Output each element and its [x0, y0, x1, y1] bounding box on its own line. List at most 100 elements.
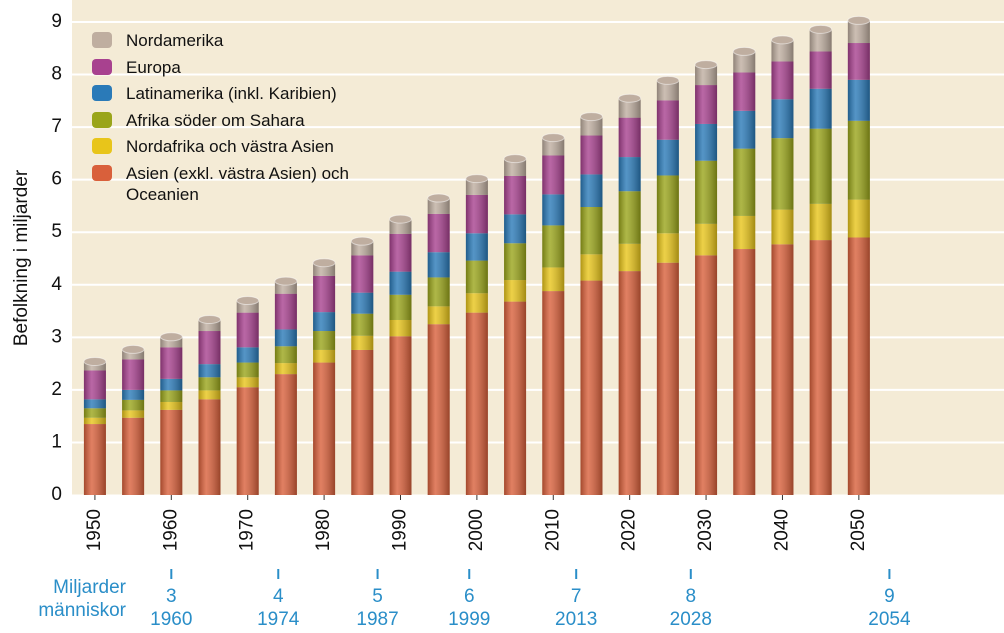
bar-shading [389, 219, 412, 496]
x-tick-label: 1950 [84, 509, 105, 551]
bar-cap [732, 46, 756, 56]
legend-item: Europa [92, 57, 382, 78]
bar-cap [83, 357, 107, 367]
milestone-label: Miljarder människor [38, 577, 126, 621]
milestone-year: 2028 [670, 609, 712, 630]
legend-label: Nordamerika [126, 31, 224, 50]
y-tick-label: 9 [51, 11, 62, 32]
bar-shading [465, 178, 488, 496]
y-tick-label: 0 [51, 484, 62, 505]
bar-cap [121, 344, 145, 354]
milestone-year: 1960 [150, 609, 192, 630]
bar-shading [83, 361, 106, 495]
bar-shading [427, 198, 450, 496]
legend-label: Latinamerika (inkl. Karibien) [126, 84, 337, 103]
legend-swatch [92, 58, 112, 75]
bar-shading [809, 29, 832, 495]
bar-cap [656, 75, 680, 85]
bar-cap [427, 193, 451, 203]
bar-shading [504, 158, 527, 495]
y-axis-label: Befolkning i miljarder [11, 169, 32, 346]
bar-shading [847, 20, 870, 495]
milestone-year: 2054 [868, 609, 911, 630]
milestone-year: 1999 [448, 609, 490, 630]
milestone-value: 6 [464, 586, 475, 607]
milestone-year: 1987 [356, 609, 398, 630]
legend-swatch [92, 138, 112, 154]
milestone-value: 3 [166, 586, 177, 607]
y-tick-label: 6 [51, 169, 62, 190]
x-tick-label: 2050 [848, 509, 869, 551]
bar-cap [274, 276, 298, 286]
milestone-year: 1974 [257, 609, 300, 630]
legend-item: Afrika söder om Sahara [92, 110, 382, 131]
bar-shading [695, 64, 718, 495]
bar-shading [733, 51, 756, 495]
y-tick-label: 3 [51, 326, 62, 347]
bar-shading [771, 39, 794, 495]
legend-item: Nordafrika och västra Asien [92, 136, 382, 157]
bar-shading [618, 98, 641, 495]
bar-cap [809, 24, 833, 34]
y-tick-label: 2 [51, 379, 62, 400]
legend-swatch [92, 85, 112, 101]
bar-cap [350, 236, 374, 246]
x-tick-label: 1970 [237, 509, 258, 551]
y-tick-label: 1 [51, 431, 62, 452]
bar-shading [198, 319, 221, 495]
legend-swatch [92, 32, 112, 48]
x-tick-label: 2020 [619, 509, 640, 551]
bar-cap [579, 112, 603, 122]
bar-shading [351, 241, 374, 495]
legend-label: Asien (exkl. västra Asien) och Oceanien [126, 163, 349, 204]
legend: Nordamerika Europa Latinamerika (inkl. Kar… [92, 30, 382, 210]
bar-shading [656, 80, 679, 495]
bar-cap [694, 60, 718, 70]
bar-cap [312, 258, 336, 268]
y-tick-label: 8 [51, 64, 62, 85]
bar-cap [465, 174, 489, 184]
legend-swatch [92, 111, 112, 128]
legend-swatch [92, 164, 112, 181]
x-tick-label: 1980 [313, 509, 334, 551]
bar-cap [159, 332, 183, 342]
milestone-value: 7 [571, 586, 582, 607]
x-tick-label: 1990 [390, 509, 411, 551]
bar-cap [236, 296, 260, 306]
legend-label: Nordafrika och västra Asien [126, 137, 334, 156]
x-tick-label: 2010 [542, 509, 563, 551]
y-tick-label: 7 [51, 116, 62, 137]
bar-shading [580, 116, 603, 495]
x-tick-label: 2040 [771, 509, 792, 551]
milestone-value: 5 [372, 586, 383, 607]
bar-shading [542, 137, 565, 495]
bar-shading [236, 300, 259, 495]
y-tick-label: 5 [51, 221, 62, 242]
bar-shading [274, 281, 297, 495]
x-tick-label: 2000 [466, 509, 487, 551]
legend-label: Afrika söder om Sahara [126, 110, 305, 130]
legend-item: Nordamerika [92, 30, 382, 51]
bar-cap [541, 133, 565, 143]
bar-shading [160, 336, 183, 495]
bar-cap [198, 314, 222, 324]
legend-label: Europa [126, 57, 181, 77]
milestone-value: 4 [273, 586, 284, 607]
bar-cap [503, 154, 527, 164]
legend-item: Asien (exkl. västra Asien) och Oceanien [92, 163, 382, 205]
y-tick-label: 4 [51, 274, 62, 295]
bar-cap [388, 214, 412, 224]
x-tick-label: 1960 [160, 509, 181, 551]
milestone-value: 9 [884, 586, 895, 607]
bar-cap [847, 15, 871, 25]
bar-shading [313, 262, 336, 495]
bar-cap [618, 93, 642, 103]
x-tick-label: 2030 [695, 509, 716, 551]
milestone-year: 2013 [555, 609, 597, 630]
legend-item: Latinamerika (inkl. Karibien) [92, 83, 382, 104]
bar-cap [770, 35, 794, 45]
bar-shading [122, 349, 145, 495]
milestone-value: 8 [685, 586, 696, 607]
